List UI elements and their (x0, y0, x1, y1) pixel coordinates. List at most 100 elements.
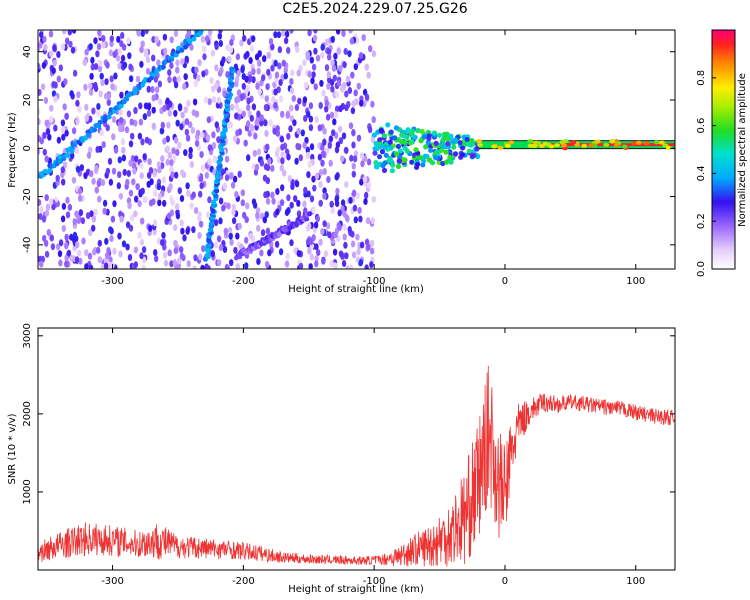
spectrogram-cell (96, 43, 102, 51)
spectrogram-cell (86, 132, 91, 138)
spectrogram-cell (128, 189, 134, 197)
spectrogram-cell (527, 143, 534, 148)
spectrogram-cell (182, 83, 187, 90)
spectrogram-cell (102, 199, 108, 207)
spectrogram-cell (53, 95, 58, 103)
spectrogram-cell (345, 75, 351, 83)
spectrogram-cell (360, 160, 365, 168)
spectrogram-cell (189, 202, 194, 210)
spectrogram-cell (109, 235, 114, 242)
spectrogram-cell (308, 124, 314, 132)
spectrogram-cell (357, 206, 362, 214)
spectrogram-cell (320, 51, 325, 59)
spectrogram-cell (38, 213, 43, 220)
spectrogram-cell (336, 79, 342, 87)
spectrogram-cell (201, 70, 206, 78)
spectrogram-cell (491, 144, 498, 149)
spectrogram-cell (60, 166, 65, 174)
spectrogram-cell (137, 132, 143, 140)
spectrogram-cell (88, 88, 94, 96)
spectrogram-cell (38, 118, 41, 126)
spectrogram-cell (167, 69, 172, 76)
spectrogram-cell (87, 252, 93, 260)
spectrogram-cell (405, 127, 411, 133)
spectrogram-cell (344, 181, 349, 188)
spectrogram-cell (64, 233, 69, 241)
spectrogram-cell (67, 203, 73, 211)
spectrogram-cell (349, 37, 355, 45)
spectrogram-cell (43, 97, 49, 104)
spectrogram-cell (267, 157, 272, 165)
spectrogram-cell (45, 128, 51, 136)
spectrogram-cell (180, 169, 185, 177)
spectrogram-cell (229, 103, 235, 111)
spectrogram-cell (260, 229, 266, 237)
spectrogram-cell (330, 59, 335, 67)
spectrogram-y-tick-label: 20 (22, 94, 33, 107)
spectrogram-cell (133, 107, 138, 114)
spectrogram-cell (376, 154, 383, 160)
spectrogram-cell (154, 86, 160, 94)
spectrogram-cell (154, 255, 159, 263)
spectrogram-cell (217, 155, 223, 161)
spectrogram-cell (465, 141, 471, 147)
spectrogram-cell (277, 62, 282, 70)
spectrogram-cell (173, 247, 178, 255)
spectrogram-cell (294, 104, 300, 111)
spectrogram-cell (318, 102, 323, 109)
spectrogram-cell (274, 71, 280, 79)
spectrogram-cell (559, 140, 566, 145)
spectrogram-cell (303, 186, 308, 194)
spectrogram-cell (383, 152, 389, 158)
spectrogram-cell (74, 256, 80, 264)
spectrogram-cell (323, 250, 329, 258)
spectrogram-cell (285, 111, 290, 119)
spectrogram-cell (436, 132, 443, 138)
spectrogram-cell (148, 199, 154, 207)
spectrogram-cell (210, 49, 216, 57)
spectrogram-cell (353, 63, 358, 71)
spectrogram-cell (251, 103, 257, 111)
spectrogram-cell (334, 195, 339, 203)
spectrogram-cell (335, 187, 340, 195)
spectrogram-cell (307, 247, 312, 255)
spectrogram-cell (131, 178, 136, 186)
spectrogram-cell (241, 110, 246, 118)
spectrogram-cell (123, 96, 129, 102)
spectrogram-y-tick-label: -20 (22, 188, 33, 204)
spectrogram-cell (588, 143, 595, 148)
spectrogram-cell (160, 121, 165, 129)
spectrogram-cell (270, 164, 275, 172)
spectrogram-cell (234, 80, 239, 88)
spectrogram-cell (279, 164, 284, 172)
spectrogram-cell (148, 167, 154, 174)
spectrogram-cell (214, 174, 220, 180)
spectrogram-cell (283, 37, 289, 45)
spectrogram-cell (128, 159, 133, 167)
spectrogram-cell (201, 45, 207, 53)
figure-title: C2E5.2024.229.07.25.G26 (282, 1, 468, 17)
spectrogram-cell (216, 259, 222, 267)
spectrogram-cell (62, 30, 67, 35)
spectrogram-cell (127, 202, 132, 210)
spectrogram-cell (167, 249, 172, 257)
spectrogram-cell (358, 52, 364, 60)
spectrogram-cell (388, 129, 394, 135)
spectrogram-cell (186, 260, 191, 268)
spectrogram-cell (314, 260, 319, 268)
spectrogram-cell (222, 182, 227, 190)
spectrogram-cell (119, 215, 124, 223)
spectrogram-cell (204, 171, 210, 179)
spectrogram-cell (249, 45, 255, 53)
spectrogram-cell (327, 231, 332, 239)
spectrogram-cell (76, 91, 81, 99)
spectrogram-cell (183, 106, 188, 114)
spectrogram-cell (157, 199, 162, 207)
spectrogram-cell (186, 99, 191, 107)
spectrogram-frame (37, 29, 676, 270)
spectrogram-cell (447, 154, 453, 160)
spectrogram-cell (374, 164, 380, 170)
spectrogram-cell (259, 114, 264, 122)
spectrogram-cell (52, 44, 57, 52)
